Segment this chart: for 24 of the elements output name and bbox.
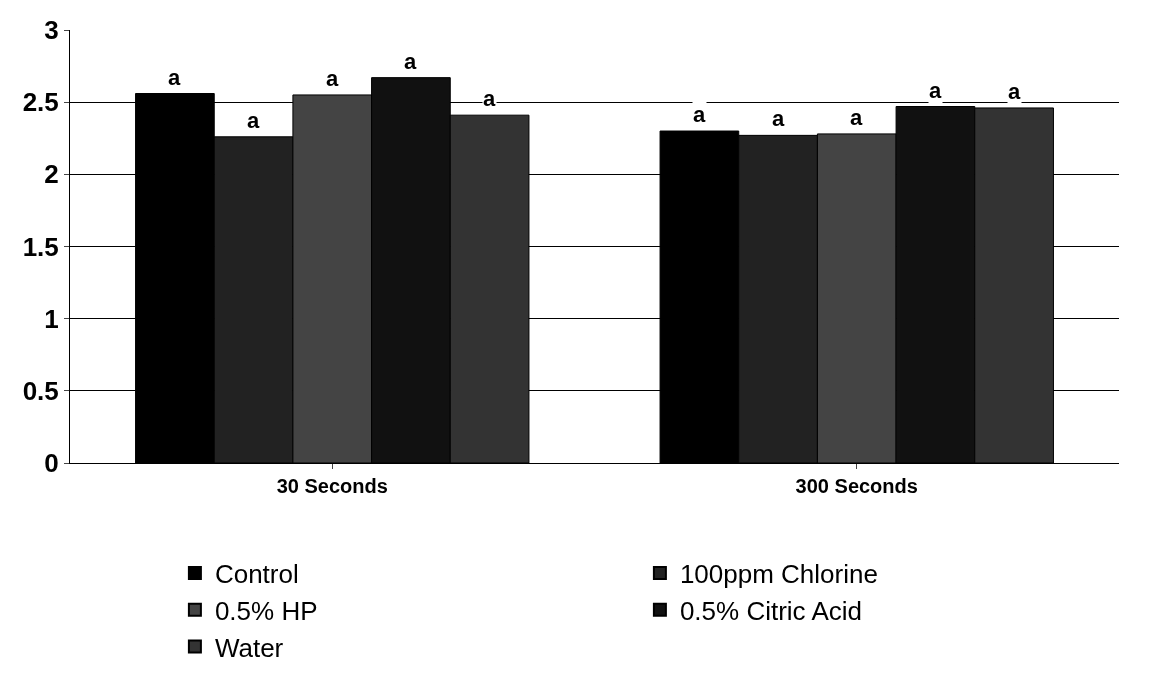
y-tick-label: 2 [44,159,59,190]
data-label: a [247,108,260,133]
legend-label: 0.5% HP [214,595,318,626]
y-tick-label: 1 [44,303,59,334]
data-label: a [693,102,706,127]
legend-label: 0.5% Citric Acid [679,595,862,626]
y-tick-label: 1.5 [22,231,59,262]
data-label: a [404,49,417,74]
legend-label: 100ppm Chlorine [679,559,878,590]
y-tick-label: 3 [44,15,59,46]
data-label: a [850,105,863,130]
data-label: a [1008,79,1021,104]
x-tick-label: 300 Seconds [795,475,918,497]
data-label: a [483,86,496,111]
legend-label: Control [214,559,299,590]
y-tick-label: 2.5 [22,87,59,118]
data-label: a [772,106,785,131]
y-tick-label: 0 [44,448,59,479]
y-tick-label: 0.5 [22,375,59,406]
legend-label: Water [214,632,284,663]
data-label: a [326,66,339,91]
data-label: a [929,78,942,103]
data-label: a [168,65,181,90]
x-tick-label: 30 Seconds [276,475,388,497]
